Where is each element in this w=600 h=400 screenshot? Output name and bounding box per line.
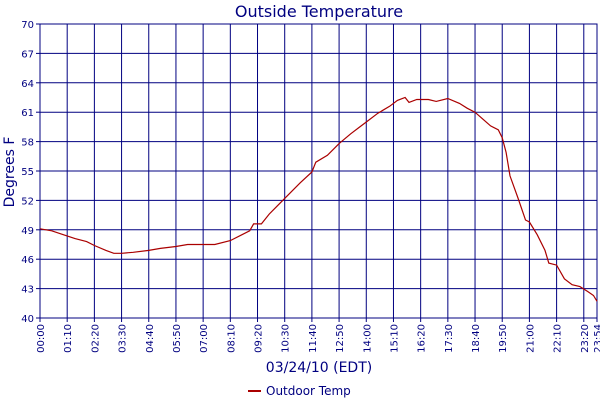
y-axis-label: Degrees F <box>2 137 18 208</box>
x-tick-label: 04:40 <box>145 324 156 353</box>
x-tick-label: 07:00 <box>199 324 210 353</box>
chart-title: Outside Temperature <box>235 2 403 21</box>
y-tick-label: 70 <box>21 20 34 31</box>
x-tick-label: 17:30 <box>444 324 455 353</box>
y-tick-label: 61 <box>21 108 34 119</box>
x-tick-label: 01:10 <box>63 324 74 353</box>
x-tick-label: 12:50 <box>335 324 346 353</box>
x-tick-label: 03:30 <box>118 324 129 353</box>
x-tick-label: 19:50 <box>498 324 509 353</box>
legend-label-outdoor-temp: Outdoor Temp <box>266 384 351 398</box>
y-tick-label: 64 <box>21 79 34 90</box>
x-tick-label: 00:00 <box>36 324 47 353</box>
x-tick-label: 05:50 <box>172 324 183 353</box>
x-tick-label: 10:30 <box>281 324 292 353</box>
x-tick-label: 09:20 <box>254 324 265 353</box>
x-tick-label: 15:10 <box>389 324 400 353</box>
x-tick-label: 14:00 <box>362 324 373 353</box>
x-axis-label: 03/24/10 (EDT) <box>266 360 372 376</box>
x-tick-label: 08:10 <box>226 324 237 353</box>
x-tick-label: 22:10 <box>553 324 564 353</box>
x-tick-label: 02:20 <box>90 324 101 353</box>
y-tick-label: 49 <box>21 226 34 237</box>
y-tick-label: 46 <box>21 255 34 266</box>
x-tick-label: 23:20 <box>580 324 591 353</box>
y-tick-label: 55 <box>21 167 34 178</box>
x-tick-labels: 00:00 01:10 02:20 03:30 04:40 05:50 07:00 08:10… <box>36 324 600 353</box>
y-tick-label: 40 <box>21 314 34 325</box>
x-tick-label: 11:40 <box>308 324 319 353</box>
y-tick-labels: 40 43 46 49 52 55 58 61 64 67 70 <box>21 20 34 325</box>
y-tick-label: 67 <box>21 49 34 60</box>
x-tick-label: 18:40 <box>471 324 482 353</box>
y-tick-label: 52 <box>21 196 34 207</box>
legend: Outdoor Temp <box>248 384 351 398</box>
x-tick-label: 23:54 <box>593 324 600 353</box>
y-tick-label: 43 <box>21 285 34 296</box>
x-tick-label: 21:00 <box>525 324 536 353</box>
x-tick-label: 16:20 <box>417 324 428 353</box>
y-tick-label: 58 <box>21 138 34 149</box>
series-line-outdoor-temp <box>39 96 598 302</box>
